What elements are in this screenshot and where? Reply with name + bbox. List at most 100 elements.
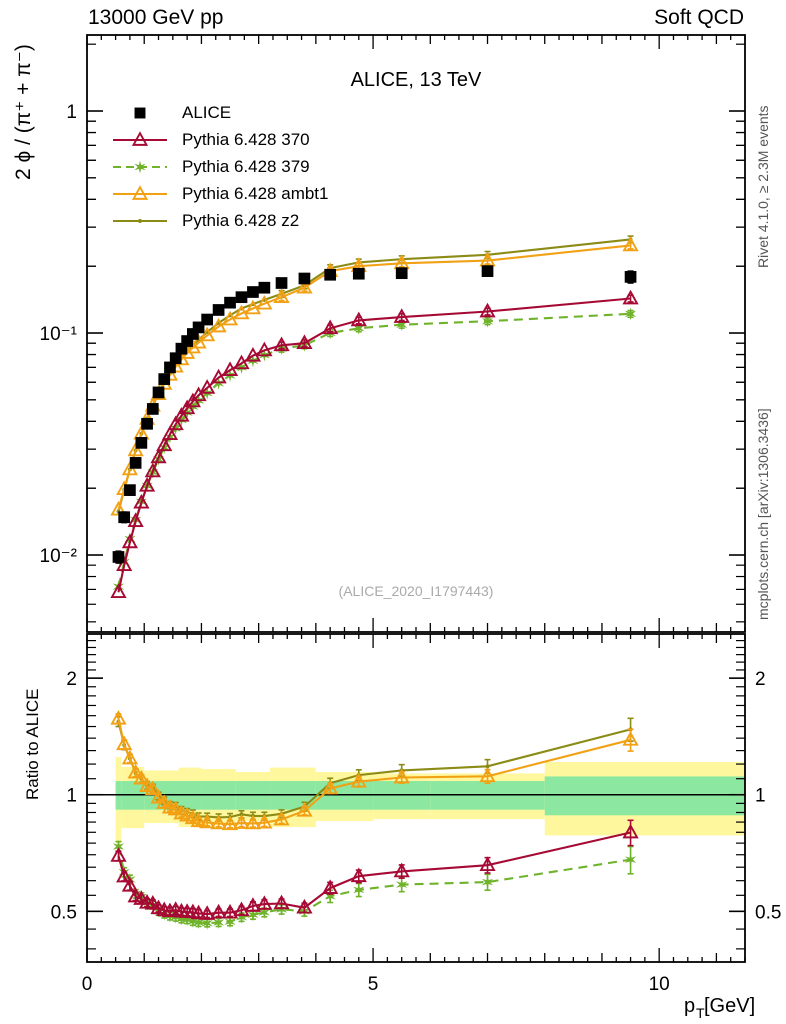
header-right: Soft QCD — [654, 6, 744, 29]
data-marker-triangle — [393, 308, 410, 323]
data-marker-triangle — [131, 185, 149, 200]
data-marker-triangle — [110, 583, 127, 599]
legend-label: Pythia 6.428 z2 — [182, 211, 299, 230]
data-marker-square — [164, 361, 176, 374]
legend-item-pythia-6-428-z2[interactable]: Pythia 6.428 z2 — [113, 211, 299, 230]
data-marker-triangle — [244, 814, 262, 830]
data-marker-star — [353, 321, 365, 335]
data-marker-triangle — [233, 814, 250, 829]
data-marker-triangle — [190, 812, 207, 828]
data-marker-triangle — [622, 731, 639, 746]
data-marker-triangle — [322, 319, 339, 335]
legend-label: Pythia 6.428 379 — [182, 157, 310, 176]
series-line — [117, 244, 631, 510]
ratio-band-inner — [544, 776, 745, 816]
data-marker-triangle — [296, 278, 313, 294]
data-marker-triangle — [144, 462, 161, 478]
data-marker-triangle — [131, 131, 149, 146]
main-panel-frame — [86, 34, 746, 633]
ratio-y-tick-label-right: 2 — [755, 669, 766, 690]
data-marker-triangle — [256, 895, 273, 910]
data-marker-star — [181, 913, 193, 927]
data-marker-triangle — [244, 346, 262, 362]
x-tick-label: 10 — [649, 974, 670, 995]
ratio-y-tick-label: 0.5 — [51, 902, 77, 923]
data-marker-triangle — [199, 326, 216, 342]
data-marker-star — [275, 902, 288, 916]
data-marker-triangle — [256, 341, 273, 357]
data-marker-triangle — [144, 780, 161, 796]
data-marker-star — [224, 915, 236, 929]
data-marker-square — [175, 342, 188, 355]
legend-item-alice[interactable]: ALICE — [134, 103, 232, 122]
data-marker-dot — [485, 764, 490, 769]
data-marker-triangle — [210, 903, 227, 919]
data-marker-triangle — [221, 815, 239, 831]
data-marker-triangle — [167, 800, 184, 816]
data-marker-square — [275, 277, 288, 289]
data-marker-triangle — [127, 512, 144, 528]
legend-item-pythia-6-428-ambt1[interactable]: Pythia 6.428 ambt1 — [113, 184, 328, 203]
y-axis-label-ratio: Ratio to ALICE — [23, 688, 42, 800]
data-marker-triangle — [256, 813, 273, 829]
data-marker-square — [481, 265, 494, 277]
series-line — [117, 831, 631, 916]
data-marker-triangle — [199, 813, 216, 829]
data-marker-square — [129, 457, 142, 469]
data-marker-star — [235, 910, 248, 924]
data-marker-square — [152, 386, 165, 399]
data-marker-triangle — [116, 867, 133, 883]
x-axis-label-unit: [GeV] — [704, 995, 755, 1017]
plot-title: ALICE, 13 TeV — [351, 69, 482, 91]
data-marker-square — [181, 335, 193, 347]
data-marker-triangle — [116, 556, 133, 571]
data-marker-triangle — [350, 772, 367, 788]
data-marker-triangle — [479, 856, 496, 871]
data-marker-triangle — [138, 477, 156, 492]
series-ratio-pythia-6-428-ambt1 — [110, 709, 639, 831]
data-marker-triangle — [296, 802, 313, 817]
legend-label: Pythia 6.428 370 — [182, 130, 310, 149]
series-ratio-pythia-6-428-370 — [110, 819, 639, 920]
data-marker-triangle — [121, 877, 139, 892]
legend-item-pythia-6-428-379[interactable]: Pythia 6.428 379 — [113, 157, 310, 176]
data-marker-star — [247, 908, 259, 922]
series-main-pythia-6-428-370 — [110, 289, 639, 599]
ratio-y-tick-label: 2 — [66, 669, 77, 690]
data-marker-star — [396, 318, 408, 332]
data-marker-star — [624, 307, 637, 321]
plot-geometry: 0 5 10 1 10⁻¹ 10⁻² 2 2 1 1 0.5 0.5 — [40, 34, 781, 995]
data-marker-triangle — [210, 317, 227, 333]
data-marker-triangle — [156, 794, 173, 809]
data-marker-square — [247, 286, 259, 298]
data-marker-star — [192, 915, 205, 929]
data-marker-triangle — [167, 415, 184, 431]
data-marker-square — [124, 484, 136, 496]
data-marker-square — [352, 267, 365, 280]
data-marker-triangle — [622, 236, 639, 252]
data-marker-star — [481, 314, 494, 328]
data-marker-triangle — [133, 493, 150, 509]
data-marker-square — [235, 291, 248, 304]
x-axis-label-p: p — [684, 995, 695, 1017]
data-marker-triangle — [121, 749, 139, 765]
data-marker-star — [112, 840, 125, 854]
series-main-pythia-6-428-z2 — [116, 235, 634, 514]
legend-item-pythia-6-428-370[interactable]: Pythia 6.428 370 — [113, 130, 310, 149]
data-marker-triangle — [350, 311, 367, 327]
x-axis-label-sub: T — [696, 1005, 705, 1021]
data-marker-star — [134, 160, 146, 174]
ratio-y-tick-label-right: 1 — [755, 786, 766, 807]
data-marker-triangle — [144, 894, 161, 910]
side-text-mcplots: mcplots.cern.ch [arXiv:1306.3436] — [755, 408, 771, 620]
data-marker-triangle — [179, 399, 196, 415]
data-marker-star — [164, 430, 176, 444]
data-marker-triangle — [173, 406, 190, 422]
series-main-pythia-6-428-ambt1 — [110, 236, 639, 516]
data-marker-triangle — [233, 304, 250, 320]
data-marker-square — [169, 352, 182, 365]
data-marker-triangle — [273, 894, 290, 910]
x-tick-label: 5 — [368, 974, 379, 995]
data-marker-triangle — [190, 386, 207, 402]
